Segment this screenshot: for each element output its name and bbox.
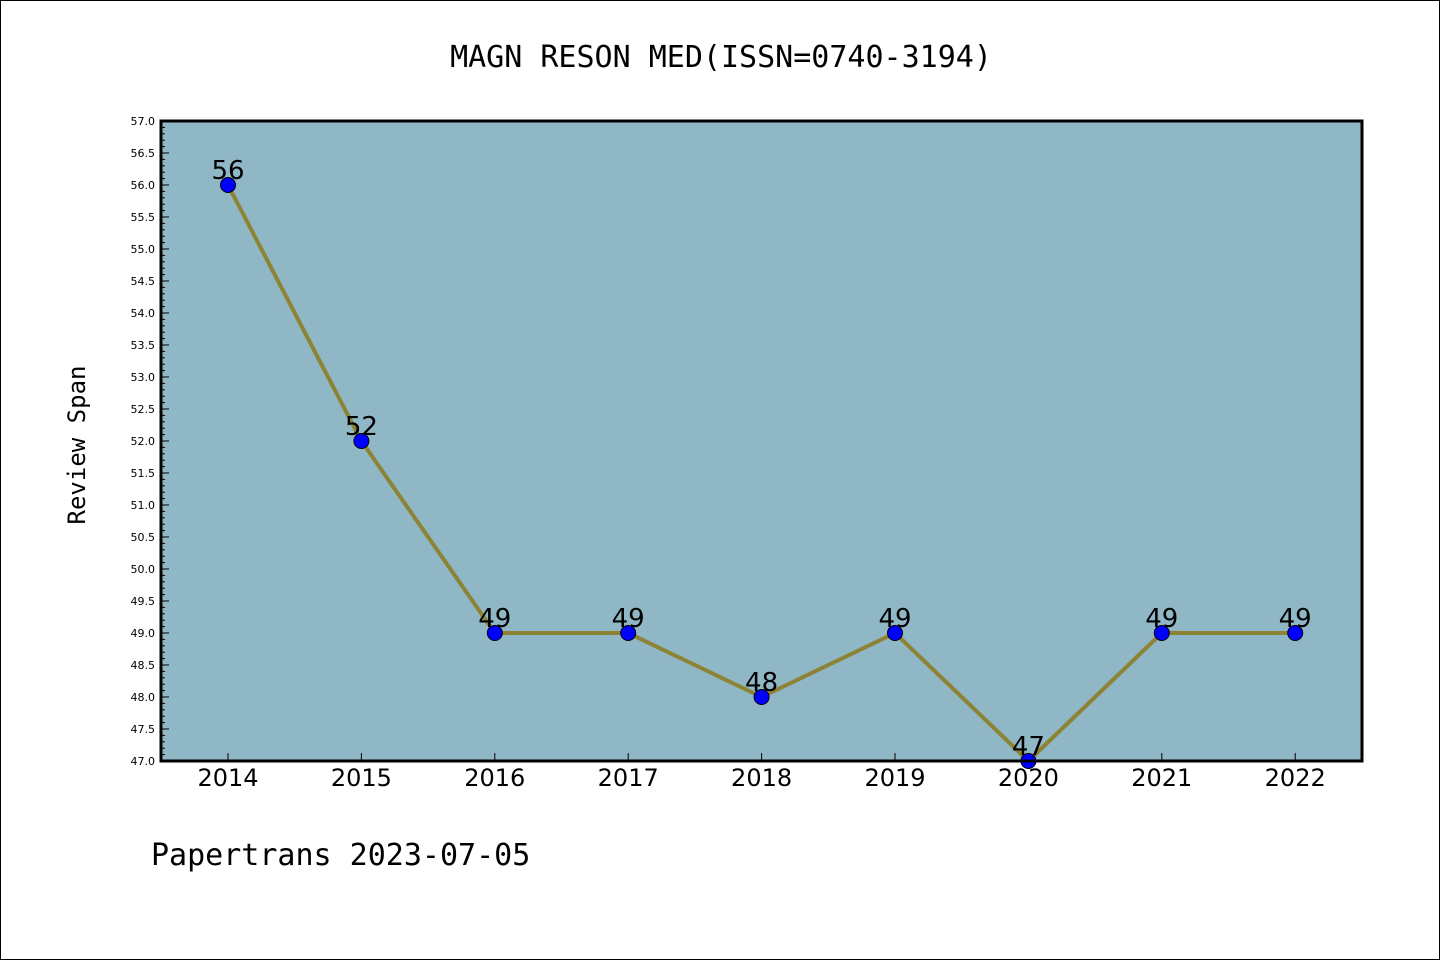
y-tick-label: 57.0 — [131, 115, 156, 128]
data-label: 56 — [211, 156, 244, 186]
y-tick-label: 55.0 — [131, 243, 156, 256]
data-label: 48 — [745, 668, 778, 698]
x-tick-label: 2014 — [197, 764, 258, 792]
chart-title: MAGN RESON MED(ISSN=0740-3194) — [450, 40, 992, 75]
data-label: 49 — [612, 604, 645, 634]
data-label: 49 — [478, 604, 511, 634]
y-tick-label: 50.0 — [131, 563, 156, 576]
y-tick-label: 51.0 — [131, 499, 156, 512]
y-axis-ticks: 47.0 47.5 48.0 48.5 49.0 49.5 50.0 50.5 51.0 51.5… — [131, 115, 169, 768]
y-tick-label: 47.5 — [131, 723, 156, 736]
x-tick-label: 2019 — [864, 764, 925, 792]
y-tick-label: 51.5 — [131, 467, 156, 480]
x-axis-ticks: 2014 2015 2016 2017 2018 2019 2020 2021 2022 — [197, 753, 1326, 792]
x-tick-label: 2015 — [331, 764, 392, 792]
y-tick-label: 52.5 — [131, 403, 156, 416]
data-label: 49 — [878, 604, 911, 634]
y-tick-label: 50.5 — [131, 531, 156, 544]
y-tick-label: 49.5 — [131, 595, 156, 608]
y-tick-label: 53.0 — [131, 371, 156, 384]
data-point — [220, 177, 236, 193]
y-tick-label: 47.0 — [131, 755, 156, 768]
data-label: 49 — [1279, 604, 1312, 634]
y-tick-label: 53.5 — [131, 339, 156, 352]
x-tick-label: 2017 — [598, 764, 659, 792]
y-tick-label: 49.0 — [131, 627, 156, 640]
plot-border — [159, 119, 1364, 763]
y-tick-label: 48.0 — [131, 691, 156, 704]
y-tick-label: 56.5 — [131, 147, 156, 160]
y-tick-label: 54.0 — [131, 307, 156, 320]
data-point — [620, 625, 637, 641]
y-tick-label: 55.5 — [131, 211, 156, 224]
data-label: 49 — [1145, 604, 1178, 634]
data-point — [887, 625, 903, 641]
data-point — [353, 433, 370, 449]
x-tick-label: 2016 — [464, 764, 525, 792]
y-tick-label: 52.0 — [131, 435, 156, 448]
x-tick-label: 2021 — [1131, 764, 1192, 792]
y-axis-label: Review Span — [63, 366, 91, 525]
data-point — [1287, 625, 1304, 641]
data-point — [1153, 625, 1170, 641]
y-tick-label: 48.5 — [131, 659, 156, 672]
y-tick-label: 54.5 — [131, 275, 156, 288]
y-tick-label: 56.0 — [131, 179, 156, 192]
footer-text: Papertrans 2023-07-05 — [151, 838, 530, 873]
x-tick-label: 2018 — [731, 764, 792, 792]
data-point — [486, 625, 503, 641]
data-point — [753, 689, 770, 705]
data-label: 47 — [1012, 732, 1045, 762]
plot-area — [161, 121, 1362, 761]
x-tick-label: 2022 — [1265, 764, 1326, 792]
data-label: 52 — [345, 412, 378, 442]
series-layer: 56 52 49 49 48 49 47 49 49 — [211, 156, 1312, 769]
